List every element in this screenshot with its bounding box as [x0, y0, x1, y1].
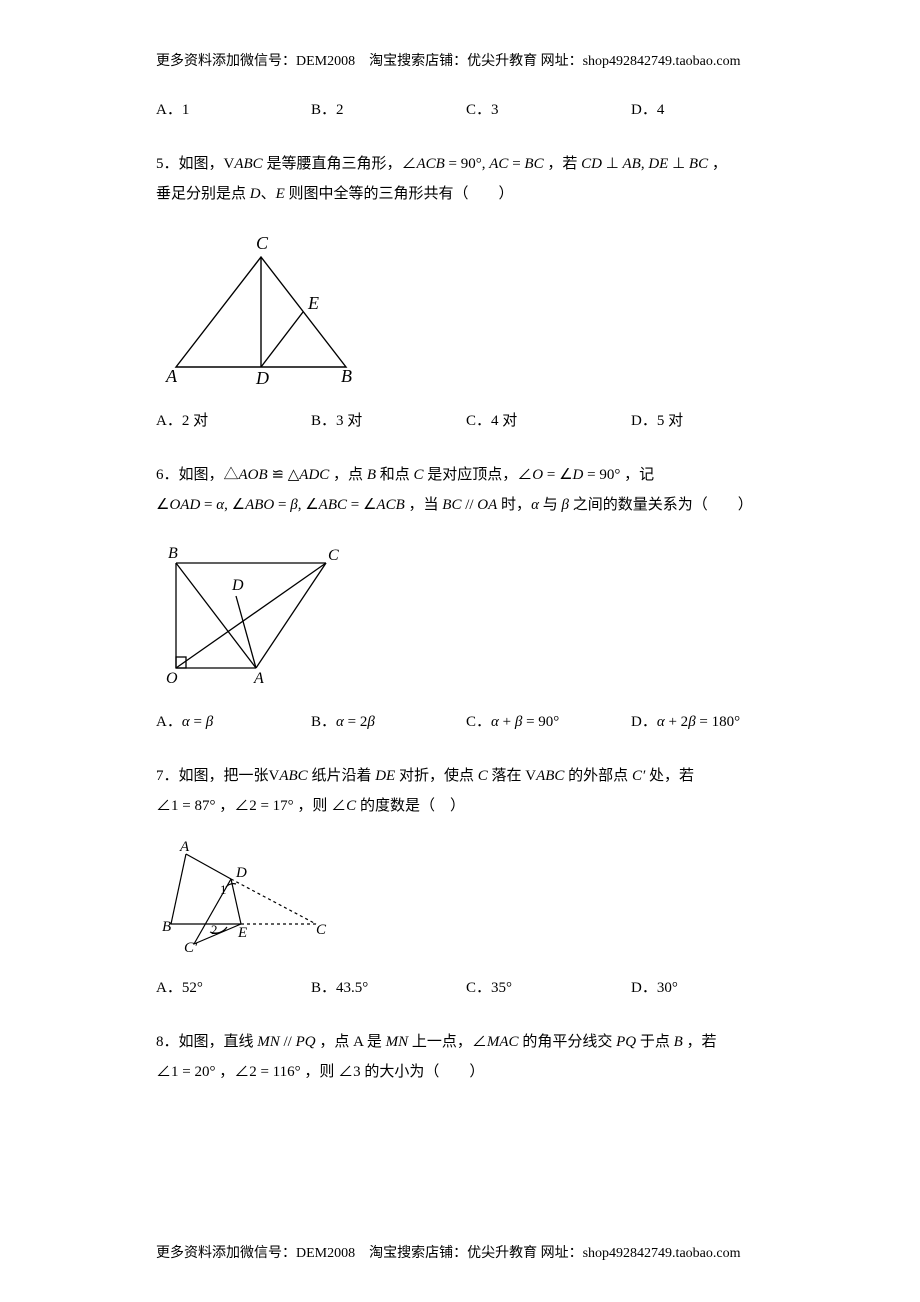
q5-label-b: B [341, 366, 352, 386]
q6-options: A．α = β B．α = 2β C．α + β = 90° D．α + 2β … [156, 710, 772, 731]
q7-line2: ∠1 = 87° ，∠2 = 17° ，则 ∠C 的度数是（ ） [156, 798, 465, 814]
q6-figure: O A B C D [156, 538, 772, 688]
q6-label-d: D [231, 577, 244, 594]
q5-text: 5．如图，VABC 是等腰直角三角形，∠ACB = 90°, AC = BC ，… [156, 149, 772, 209]
q6-label-a: A [253, 670, 264, 687]
q8-line1: 8．如图，直线 MN // PQ ，点 A 是 MN 上一点，∠MAC 的角平分… [156, 1034, 717, 1050]
q5-label-e: E [307, 293, 319, 313]
q7-label-d: D [235, 865, 247, 881]
page-header: 更多资料添加微信号：DEM2008 淘宝搜索店铺：优尖升教育 网址：shop49… [156, 50, 772, 70]
q7-label-1: 1 [220, 882, 227, 897]
q-prev-option-a: A．1 [156, 98, 311, 119]
q6-option-d: D．α + 2β = 180° [631, 710, 740, 731]
q5-option-a: A．2 对 [156, 409, 311, 430]
q6-option-a: A．α = β [156, 710, 311, 731]
q7-label-c: C [316, 922, 327, 938]
q5-figure: A B C D E [156, 227, 772, 387]
q-prev-option-c: C．3 [466, 98, 631, 119]
q7-option-b: B．43.5° [311, 976, 466, 997]
q8-text: 8．如图，直线 MN // PQ ，点 A 是 MN 上一点，∠MAC 的角平分… [156, 1027, 772, 1087]
page-footer: 更多资料添加微信号：DEM2008 淘宝搜索店铺：优尖升教育 网址：shop49… [156, 1242, 740, 1262]
q7-option-c: C．35° [466, 976, 631, 997]
q5-label-d: D [255, 368, 269, 387]
q7-options: A．52° B．43.5° C．35° D．30° [156, 976, 772, 997]
q5-option-d: D．5 对 [631, 409, 683, 430]
q5-label-a: A [165, 366, 178, 386]
q6-line1: 6．如图，△AOB ≌ △ADC ，点 B 和点 C 是对应顶点，∠O = ∠D… [156, 467, 654, 483]
q6-line2: ∠OAD = α, ∠ABO = β, ∠ABC = ∠ACB ，当 BC //… [156, 497, 753, 513]
q5-options: A．2 对 B．3 对 C．4 对 D．5 对 [156, 409, 772, 430]
q7-option-a: A．52° [156, 976, 311, 997]
q-prev-option-b: B．2 [311, 98, 466, 119]
q5-label-c: C [256, 233, 269, 253]
q5-line1: 5．如图，VABC 是等腰直角三角形，∠ACB = 90°, AC = BC ，… [156, 156, 727, 172]
q6-option-c: C．α + β = 90° [466, 710, 631, 731]
q7-label-cp: C′ [184, 940, 198, 954]
q7-label-b: B [162, 919, 171, 935]
q5-line2: 垂足分别是点 D、E 则图中全等的三角形共有（ ） [156, 186, 514, 202]
q5-option-b: B．3 对 [311, 409, 466, 430]
q7-option-d: D．30° [631, 976, 678, 997]
q6-label-c: C [328, 547, 339, 564]
q8-line2: ∠1 = 20° ，∠2 = 116° ，则 ∠3 的大小为（ ） [156, 1064, 484, 1080]
q6-label-b: B [168, 545, 178, 562]
q7-text: 7．如图，把一张VABC 纸片沿着 DE 对折，使点 C 落在 VABC 的外部… [156, 761, 772, 821]
q6-option-b: B．α = 2β [311, 710, 466, 731]
q6-label-o: O [166, 670, 178, 687]
q7-label-e: E [237, 925, 247, 941]
q7-label-a: A [179, 839, 190, 855]
q7-label-2: 2 [211, 922, 218, 937]
q7-line1: 7．如图，把一张VABC 纸片沿着 DE 对折，使点 C 落在 VABC 的外部… [156, 768, 694, 784]
q7-figure: A B C C′ D E 1 2 [156, 839, 772, 954]
q6-text: 6．如图，△AOB ≌ △ADC ，点 B 和点 C 是对应顶点，∠O = ∠D… [156, 460, 772, 520]
q-prev-option-d: D．4 [631, 98, 664, 119]
q5-option-c: C．4 对 [466, 409, 631, 430]
q-prev-options: A．1 B．2 C．3 D．4 [156, 98, 772, 119]
